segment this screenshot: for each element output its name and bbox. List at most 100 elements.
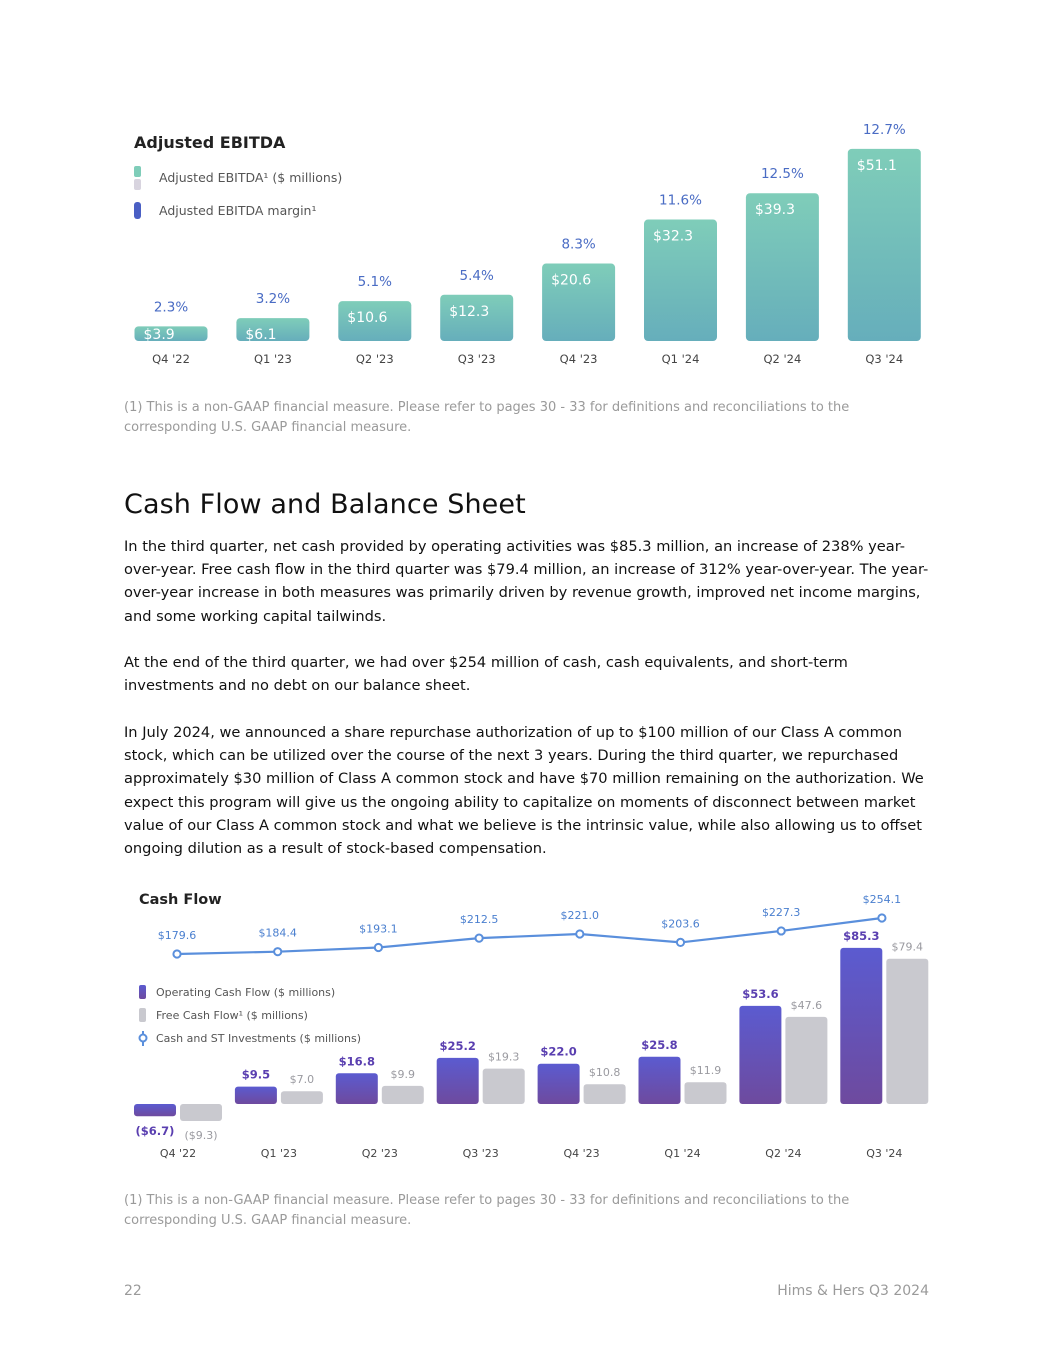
ebitda-bar: [134, 326, 208, 341]
cash-point: [474, 933, 484, 943]
fcf-bar: [684, 1082, 727, 1104]
ocf-value-label: $16.8: [339, 1054, 375, 1068]
section-heading: Cash Flow and Balance Sheet: [124, 489, 526, 520]
cash-line: [176, 916, 883, 956]
fcf-bar: [180, 1104, 222, 1122]
ocf-value-label: $53.6: [742, 987, 778, 1001]
fcf-bar: [886, 958, 929, 1104]
fcf-value-label: $7.0: [290, 1073, 315, 1086]
ebitda-bar: [338, 301, 412, 341]
ebitda-value-label: $3.9: [144, 327, 175, 343]
cash-point: [172, 949, 182, 959]
margin-label: 12.7%: [863, 122, 906, 138]
ocf-bar: [739, 1005, 782, 1104]
ebitda-bar: [542, 263, 616, 341]
ebitda-value-label: $51.1: [857, 158, 897, 174]
x-tick-label: Q2 '23: [362, 1147, 398, 1160]
legend-label-fcf: Free Cash Flow¹ ($ millions): [156, 1009, 308, 1022]
paragraph-cash-flow: In the third quarter, net cash provided …: [124, 538, 929, 625]
ebitda-bar: [440, 294, 514, 341]
x-tick-label: Q3 '23: [458, 352, 496, 366]
x-tick-label: Q2 '24: [765, 1147, 801, 1160]
ocf-value-label: $22.0: [540, 1045, 576, 1059]
chart-title: Cash Flow: [139, 892, 222, 908]
ebitda-bar: [644, 219, 717, 341]
margin-label: 3.2%: [256, 291, 290, 307]
cash-point: [776, 926, 786, 936]
fcf-bar: [280, 1091, 323, 1104]
ebitda-value-label: $6.1: [245, 327, 276, 343]
cash-value-label: $193.1: [359, 922, 398, 935]
cash-point: [575, 929, 585, 939]
ocf-value-label: ($6.7): [136, 1124, 175, 1138]
legend-label-ebitda: Adjusted EBITDA¹ ($ millions): [159, 170, 342, 185]
ebitda-bar: [745, 193, 819, 341]
ebitda-bar: [236, 318, 310, 341]
x-tick-label: Q3 '24: [865, 352, 903, 366]
x-tick-label: Q1 '23: [261, 1147, 297, 1160]
legend-label-cash: Cash and ST Investments ($ millions): [156, 1032, 361, 1045]
ebitda-value-label: $20.6: [551, 273, 591, 289]
ocf-bar: [335, 1073, 378, 1104]
ocf-bar: [234, 1086, 277, 1104]
ocf-bar: [537, 1063, 580, 1104]
x-tick-label: Q1 '23: [254, 352, 292, 366]
x-tick-label: Q3 '24: [866, 1147, 902, 1160]
cash-value-label: $184.4: [258, 927, 297, 940]
cash-value-label: $203.6: [661, 917, 700, 930]
ebitda-value-label: $39.3: [755, 202, 795, 218]
cash-point: [273, 947, 283, 957]
x-tick-label: Q4 '23: [564, 1147, 600, 1160]
ocf-value-label: $25.2: [440, 1039, 476, 1053]
ocf-bar: [638, 1056, 681, 1104]
cash-flow-footnote: (1) This is a non-GAAP financial measure…: [124, 1193, 850, 1228]
x-tick-label: Q1 '24: [664, 1147, 700, 1160]
adjusted-ebitda-chart: Adjusted EBITDA Adjusted EBITDA¹ ($ mill…: [134, 122, 921, 366]
x-tick-label: Q4 '22: [160, 1147, 196, 1160]
ocf-bar: [436, 1057, 479, 1104]
fcf-value-label: ($9.3): [184, 1129, 217, 1142]
page-number: 22: [124, 1283, 142, 1299]
legend-swatch-cash-line: [138, 1031, 148, 1046]
margin-label: 5.4%: [460, 268, 494, 284]
ocf-value-label: $85.3: [843, 929, 879, 943]
x-tick-label: Q3 '23: [463, 1147, 499, 1160]
ebitda-value-label: $10.6: [347, 310, 387, 326]
fcf-bar: [482, 1068, 525, 1104]
fcf-bar: [785, 1016, 828, 1104]
x-tick-label: Q1 '24: [662, 352, 700, 366]
ebitda-bar: [847, 148, 921, 341]
margin-label: 11.6%: [659, 193, 702, 209]
legend-swatch-fcf: [139, 1008, 146, 1022]
legend-swatch-ebitda: [134, 166, 141, 177]
chart-title: Adjusted EBITDA: [134, 133, 286, 152]
ocf-bar: [134, 1104, 176, 1117]
legend-label-margin: Adjusted EBITDA margin¹: [159, 203, 317, 218]
legend-swatch-margin: [134, 202, 141, 219]
fcf-value-label: $11.9: [690, 1064, 722, 1077]
fcf-value-label: $19.3: [488, 1051, 520, 1064]
ocf-value-label: $25.8: [641, 1038, 677, 1052]
cash-value-label: $221.0: [561, 909, 600, 922]
cash-point: [877, 913, 887, 923]
cash-value-label: $254.1: [863, 893, 902, 906]
report-title: Hims & Hers Q3 2024: [777, 1283, 929, 1299]
fcf-value-label: $9.9: [391, 1068, 416, 1081]
legend-label-ocf: Operating Cash Flow ($ millions): [156, 986, 335, 999]
cash-value-label: $227.3: [762, 906, 801, 919]
cash-point: [675, 937, 686, 948]
ocf-value-label: $9.5: [242, 1068, 270, 1082]
margin-label: 12.5%: [761, 166, 804, 182]
fcf-value-label: $47.6: [791, 999, 823, 1012]
fcf-bar: [583, 1084, 626, 1104]
legend-swatch-ebitda-secondary: [134, 179, 141, 190]
fcf-value-label: $10.8: [589, 1066, 621, 1079]
x-tick-label: Q2 '24: [763, 352, 801, 366]
margin-label: 2.3%: [154, 299, 188, 315]
margin-label: 8.3%: [561, 237, 595, 253]
x-tick-label: Q4 '22: [152, 352, 190, 366]
ebitda-value-label: $32.3: [653, 229, 693, 245]
cash-value-label: $212.5: [460, 913, 499, 926]
ocf-bar: [840, 947, 883, 1104]
margin-label: 5.1%: [358, 274, 392, 290]
